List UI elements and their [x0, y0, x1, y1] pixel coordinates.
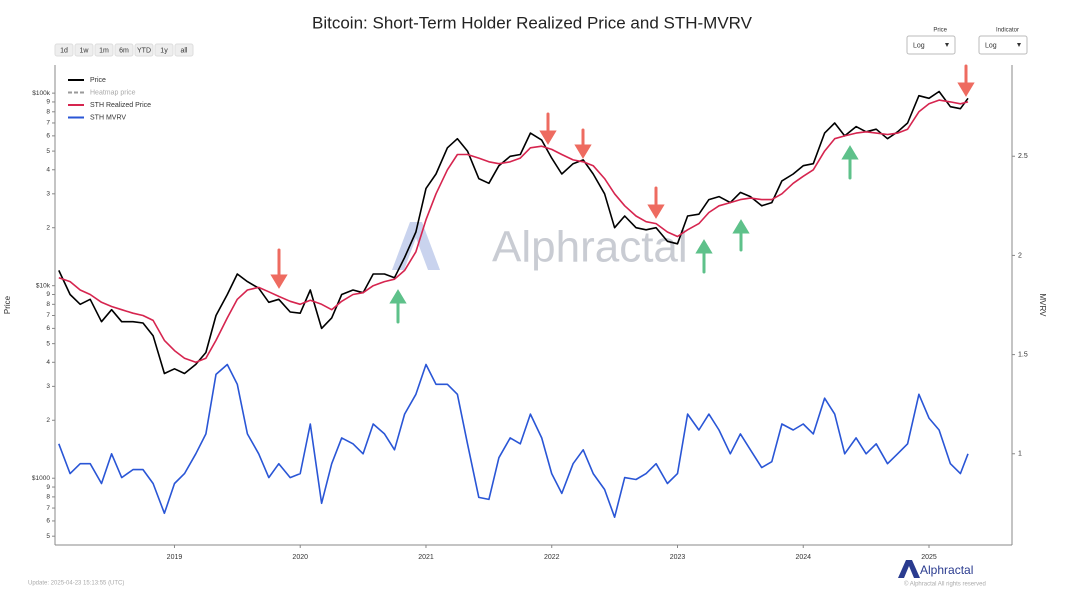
- y2-tick-label: 1: [1018, 451, 1022, 458]
- y-tick-label: 2: [46, 224, 50, 231]
- dropdown[interactable]: [906, 35, 956, 55]
- y2-tick-label: 2: [1018, 252, 1022, 259]
- range-button-label: 1m: [99, 47, 109, 54]
- y-tick-label: 9: [46, 291, 50, 298]
- red-arrowhead: [270, 274, 288, 289]
- controls: Price Log Indicator Log: [906, 28, 1028, 55]
- red-arrowhead: [574, 144, 592, 159]
- y-tick-label: 7: [46, 505, 50, 512]
- legend-label: Heatmap price: [90, 89, 136, 96]
- y-tick-label: 5: [46, 148, 50, 155]
- green-arrowhead: [695, 239, 713, 254]
- y-tick-label: 6: [46, 325, 50, 332]
- range-button-label: all: [180, 47, 187, 54]
- range-button-label: 1d: [60, 47, 68, 54]
- dropdown-caret: [1017, 43, 1021, 47]
- x-tick-label: 2022: [544, 554, 560, 561]
- control-label: Price: [933, 28, 947, 34]
- y-tick-label: 4: [46, 166, 50, 173]
- legend-label: Price: [90, 77, 106, 84]
- range-button-label: 6m: [119, 47, 129, 54]
- red-arrowhead: [539, 130, 557, 145]
- dropdown-value: Log: [913, 42, 925, 49]
- legend-label: STH MVRV: [90, 114, 126, 121]
- range-button[interactable]: [54, 43, 74, 57]
- range-button-label: 1y: [160, 47, 168, 54]
- y-tick-label: $100k: [32, 90, 50, 97]
- range-button-label: 1w: [80, 47, 90, 54]
- series-line: [58, 99, 969, 364]
- range-button[interactable]: [94, 43, 114, 57]
- y-tick-label: 4: [46, 359, 50, 366]
- update-text: Update: 2025-04-23 15:13:55 (UTC): [28, 581, 124, 587]
- range-button[interactable]: [174, 43, 194, 57]
- x-tick-label: 2020: [292, 554, 308, 561]
- red-arrowhead: [647, 204, 665, 219]
- y-tick-label: $1000: [32, 475, 50, 482]
- range-button[interactable]: [114, 43, 134, 57]
- dropdown-value: Log: [985, 42, 997, 49]
- y-tick-label: $10k: [36, 282, 51, 289]
- copyright: © Alphractal All rights reserved: [904, 581, 986, 588]
- dropdown-caret: [945, 43, 949, 47]
- y-tick-label: 5: [46, 533, 50, 540]
- chart-title: Bitcoin: Short-Term Holder Realized Pric…: [312, 13, 753, 32]
- green-arrowhead: [389, 289, 407, 304]
- range-button[interactable]: [134, 43, 154, 57]
- x-tick-label: 2024: [795, 554, 811, 561]
- dropdown[interactable]: [978, 35, 1028, 55]
- brand: Alphractal: [920, 563, 973, 577]
- series-line: [58, 363, 969, 518]
- range-button[interactable]: [154, 43, 174, 57]
- green-arrowhead: [841, 145, 859, 160]
- x-tick-label: 2023: [670, 554, 686, 561]
- x-tick-label: 2019: [167, 554, 183, 561]
- y-tick-label: 9: [46, 99, 50, 106]
- y-tick-label: 5: [46, 340, 50, 347]
- y2-tick-label: 2.5: [1018, 153, 1028, 160]
- y-tick-label: 3: [46, 383, 50, 390]
- series-line: [58, 90, 969, 375]
- y-tick-label: 6: [46, 133, 50, 140]
- y2-tick-label: 1.5: [1018, 351, 1028, 358]
- range-button-label: YTD: [137, 47, 151, 54]
- range-button[interactable]: [74, 43, 94, 57]
- y2-axis-label: MVRV: [1038, 294, 1047, 318]
- y-tick-label: 7: [46, 312, 50, 319]
- y-tick-label: 8: [46, 494, 50, 501]
- annotations: [270, 64, 975, 324]
- watermark: Alphractal: [492, 223, 688, 272]
- red-arrowhead: [957, 82, 975, 97]
- legend-label: STH Realized Price: [90, 102, 151, 109]
- y-tick-label: 6: [46, 518, 50, 525]
- x-tick-label: 2025: [921, 554, 937, 561]
- y-axis-label: Price: [3, 295, 12, 314]
- y-tick-label: 9: [46, 484, 50, 491]
- y-tick-label: 3: [46, 191, 50, 198]
- x-tick-label: 2021: [418, 554, 434, 561]
- y-tick-label: 8: [46, 301, 50, 308]
- y-tick-label: 8: [46, 109, 50, 116]
- y-tick-label: 2: [46, 417, 50, 424]
- y-tick-label: 7: [46, 120, 50, 127]
- green-arrowhead: [732, 219, 750, 234]
- control-label: Indicator: [996, 28, 1019, 34]
- brand-logo: [898, 560, 920, 578]
- range-buttons: 1d 1w 1m 6m YTD 1y all: [54, 43, 194, 57]
